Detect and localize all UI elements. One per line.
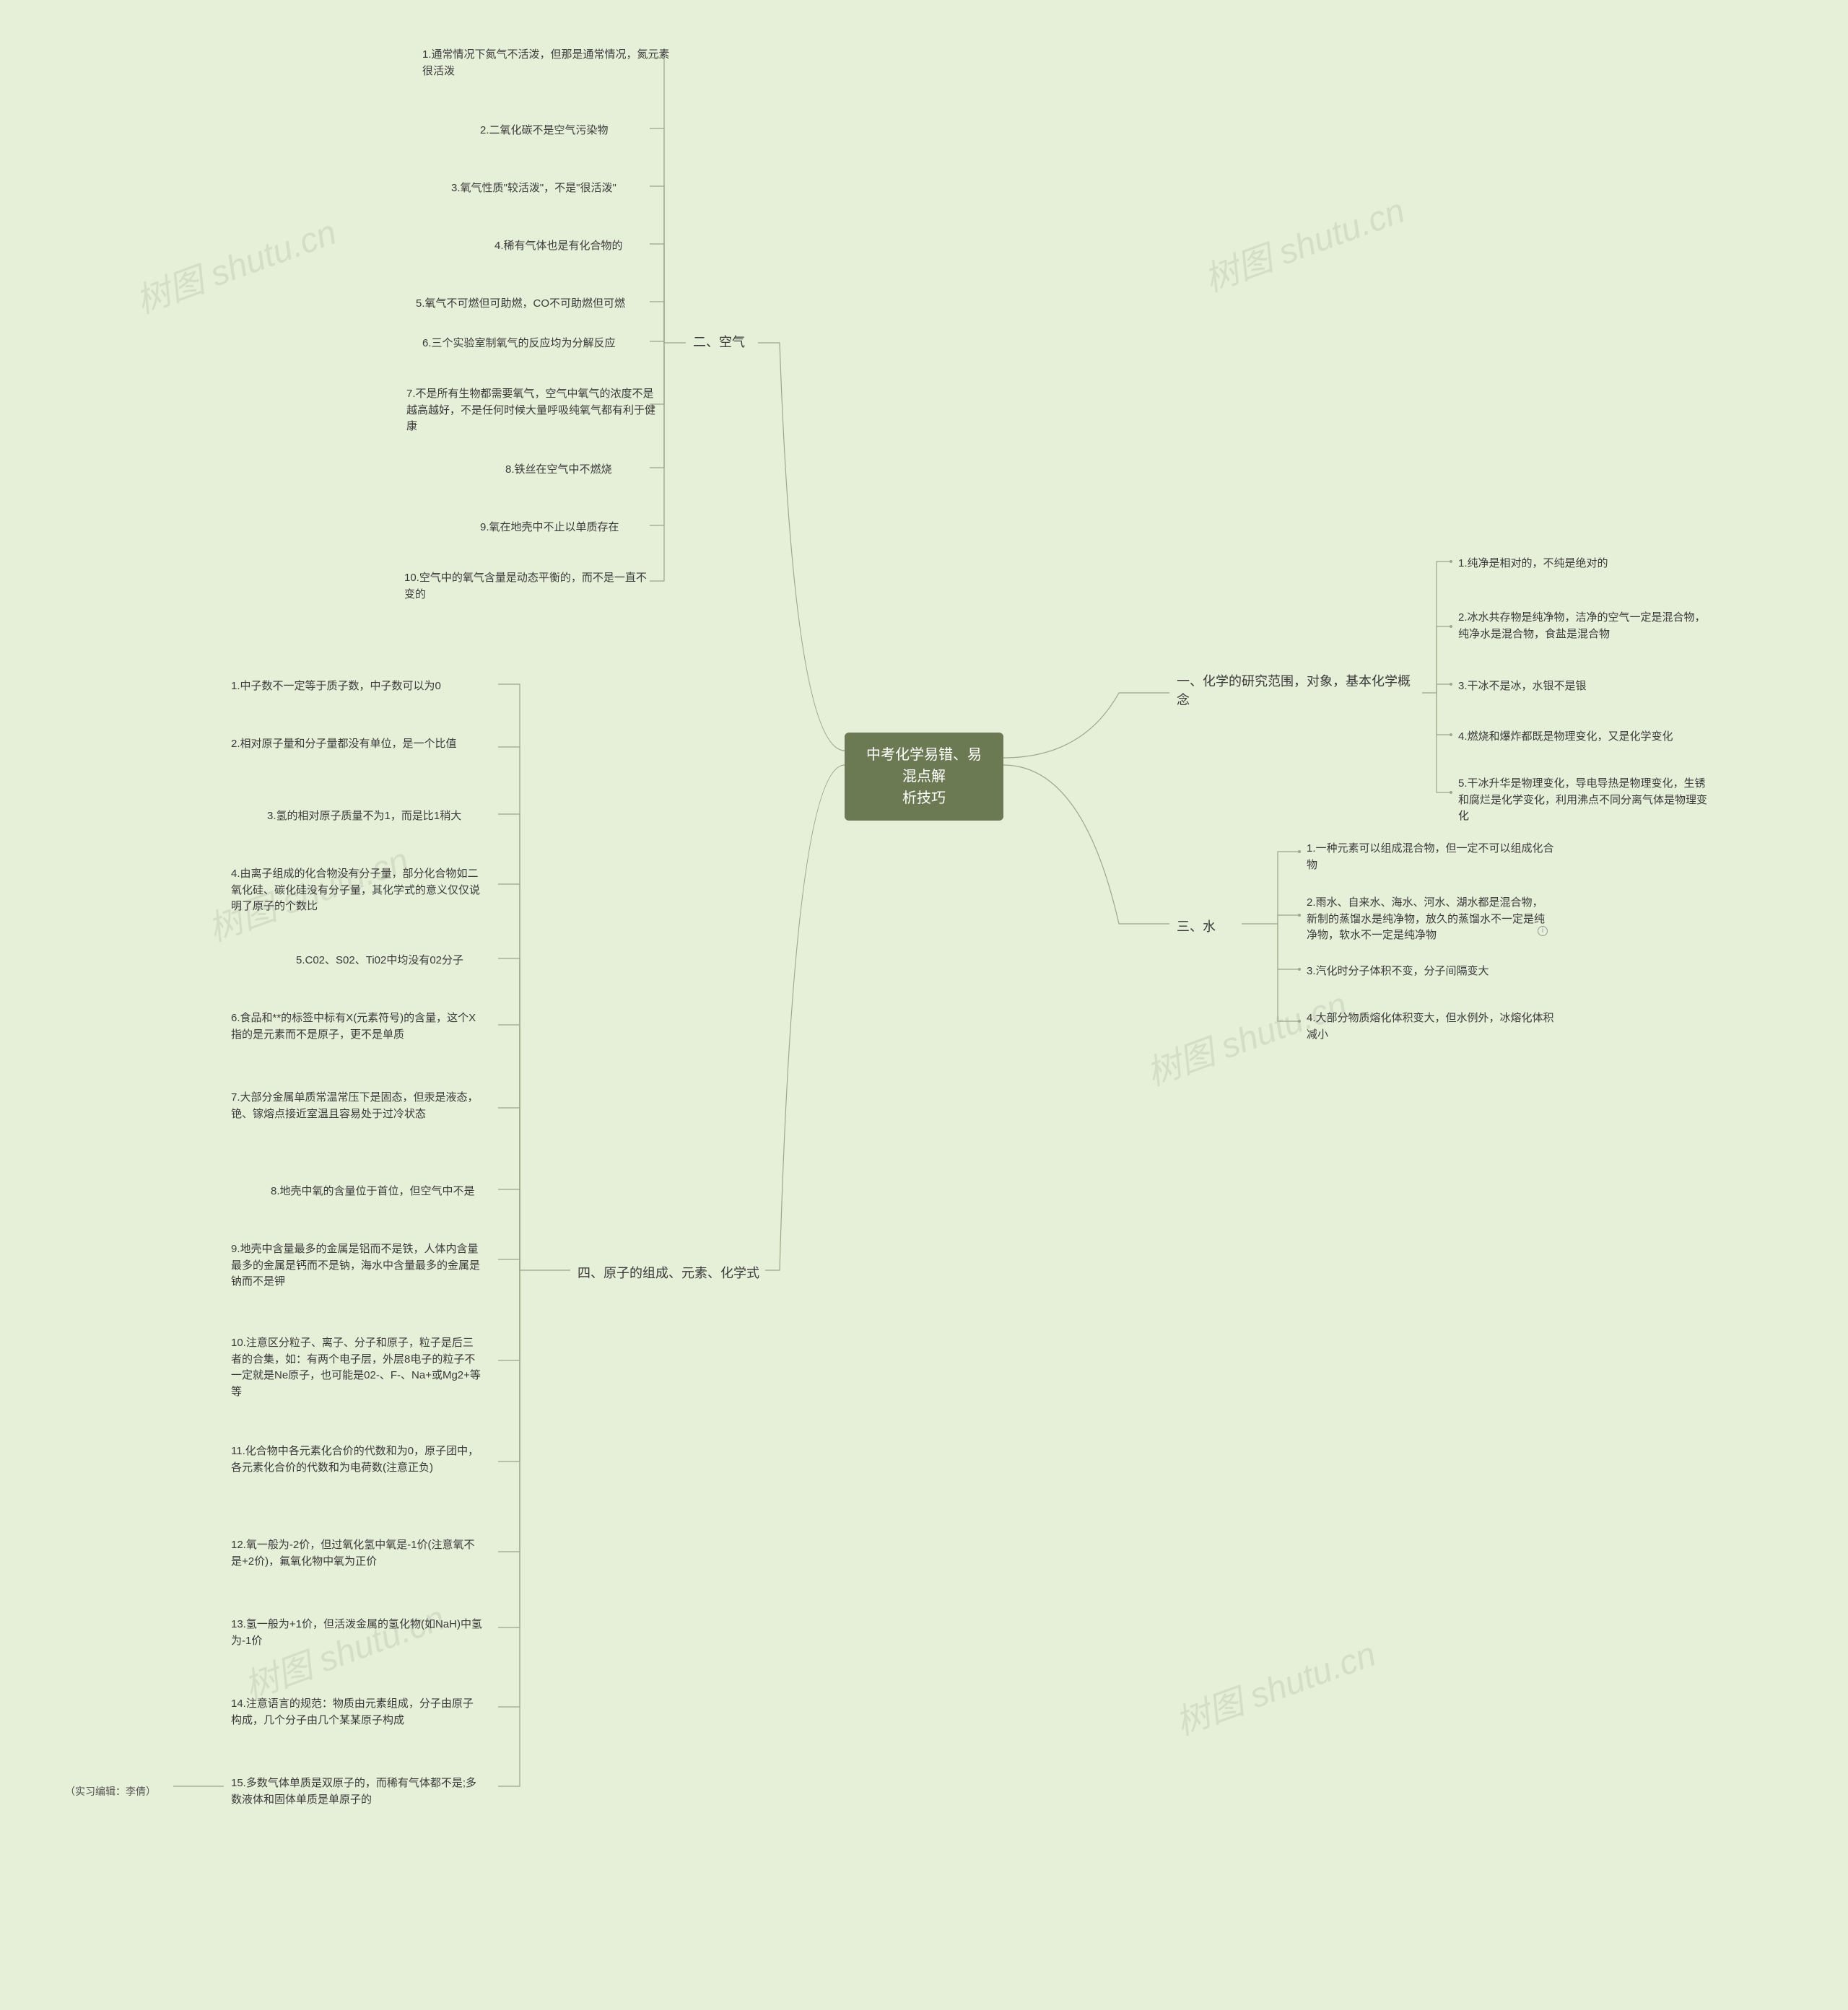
leaf-b4-5: 5.C02、S02、Ti02中均没有02分子: [296, 953, 463, 969]
leaf-b1-3: 3.干冰不是冰，水银不是银: [1458, 678, 1587, 695]
leaf-b3-1: 1.一种元素可以组成混合物，但一定不可以组成化合物: [1307, 841, 1559, 873]
leaf-b2-8: 8.铁丝在空气中不燃烧: [505, 462, 612, 479]
leaf-b2-1: 1.通常情况下氮气不活泼，但那是通常情况，氮元素很活泼: [422, 47, 675, 79]
leaf-b2-5: 5.氧气不可燃但可助燃，CO不可助燃但可燃: [416, 296, 625, 313]
leaf-b1-1: 1.纯净是相对的，不纯是绝对的: [1458, 556, 1608, 572]
leaf-b1-4: 4.燃烧和爆炸都既是物理变化，又是化学变化: [1458, 729, 1673, 746]
leaf-b4-8: 8.地壳中氧的含量位于首位，但空气中不是: [271, 1184, 475, 1200]
leaf-b2-2: 2.二氧化碳不是空气污染物: [480, 123, 609, 139]
branch-1-label: 一、化学的研究范围，对象，基本化学概念: [1177, 671, 1422, 709]
watermark: 树图 shutu.cn: [128, 204, 342, 323]
branch-3-label: 三、水: [1177, 917, 1216, 935]
leaf-b2-4: 4.稀有气体也是有化合物的: [494, 238, 623, 255]
mindmap-root: 中考化学易错、易混点解 析技巧: [845, 733, 1003, 821]
leaf-b1-5: 5.干冰升华是物理变化，导电导热是物理变化，生锈和腐烂是化学变化，利用沸点不同分…: [1458, 776, 1711, 825]
branch-2-label: 二、空气: [693, 332, 745, 351]
leaf-b1-2: 2.冰水共存物是纯净物，洁净的空气一定是混合物，纯净水是混合物，食盐是混合物: [1458, 610, 1711, 642]
leaf-b2-9: 9.氧在地壳中不止以单质存在: [480, 520, 619, 536]
leaf-b4-10: 10.注意区分粒子、离子、分子和原子，粒子是后三者的合集，如：有两个电子层，外层…: [231, 1335, 484, 1400]
leaf-b4-3: 3.氢的相对原子质量不为1，而是比1稍大: [267, 808, 461, 825]
leaf-b2-6: 6.三个实验室制氧气的反应均为分解反应: [422, 336, 616, 352]
leaf-b3-3: 3.汽化时分子体积不变，分子间隔变大: [1307, 964, 1489, 980]
leaf-b2-10: 10.空气中的氧气含量是动态平衡的，而不是一直不变的: [404, 570, 657, 603]
leaf-b3-2: 2.雨水、自来水、海水、河水、湖水都是混合物，新制的蒸馏水是纯净物，放久的蒸馏水…: [1307, 895, 1552, 944]
watermark: 树图 shutu.cn: [1167, 1625, 1382, 1744]
leaf-b2-7: 7.不是所有生物都需要氧气，空气中氧气的浓度不是越高越好，不是任何时候大量呼吸纯…: [406, 386, 659, 435]
leaf-b4-15: 15.多数气体单质是双原子的，而稀有气体都不是;多数液体和固体单质是单原子的: [231, 1775, 484, 1808]
info-icon: i: [1538, 926, 1548, 936]
leaf-b4-13: 13.氢一般为+1价，但活泼金属的氢化物(如NaH)中氢为-1价: [231, 1617, 484, 1649]
leaf-b4-1: 1.中子数不一定等于质子数，中子数可以为0: [231, 678, 441, 695]
leaf-b4-4: 4.由离子组成的化合物没有分子量，部分化合物如二氧化硅、碳化硅没有分子量，其化学…: [231, 866, 484, 915]
leaf-b4-11: 11.化合物中各元素化合价的代数和为0，原子团中，各元素化合价的代数和为电荷数(…: [231, 1443, 484, 1476]
editor-note: （实习编辑：李倩）: [65, 1784, 156, 1799]
leaf-b2-3: 3.氧气性质"较活泼"，不是"很活泼": [451, 180, 616, 197]
branch-4-label: 四、原子的组成、元素、化学式: [578, 1263, 759, 1282]
root-title-line1: 中考化学易错、易混点解: [866, 747, 982, 785]
leaf-b4-12: 12.氧一般为-2价，但过氧化氢中氧是-1价(注意氧不是+2价)，氟氧化物中氧为…: [231, 1537, 484, 1570]
leaf-b4-2: 2.相对原子量和分子量都没有单位，是一个比值: [231, 736, 457, 753]
leaf-b4-9: 9.地壳中含量最多的金属是铝而不是铁，人体内含量最多的金属是钙而不是钠，海水中含…: [231, 1241, 484, 1290]
leaf-b4-6: 6.食品和**的标签中标有X(元素符号)的含量，这个X指的是元素而不是原子，更不…: [231, 1010, 484, 1043]
watermark: 树图 shutu.cn: [236, 1589, 450, 1708]
watermark: 树图 shutu.cn: [1196, 182, 1411, 301]
leaf-b4-14: 14.注意语言的规范：物质由元素组成，分子由原子构成，几个分子由几个某某原子构成: [231, 1696, 484, 1729]
root-title-line2: 析技巧: [902, 790, 946, 806]
leaf-b4-7: 7.大部分金属单质常温常压下是固态，但汞是液态，铯、镓熔点接近室温且容易处于过冷…: [231, 1090, 484, 1122]
leaf-b3-4: 4.大部分物质熔化体积变大，但水例外，冰熔化体积减小: [1307, 1010, 1559, 1043]
